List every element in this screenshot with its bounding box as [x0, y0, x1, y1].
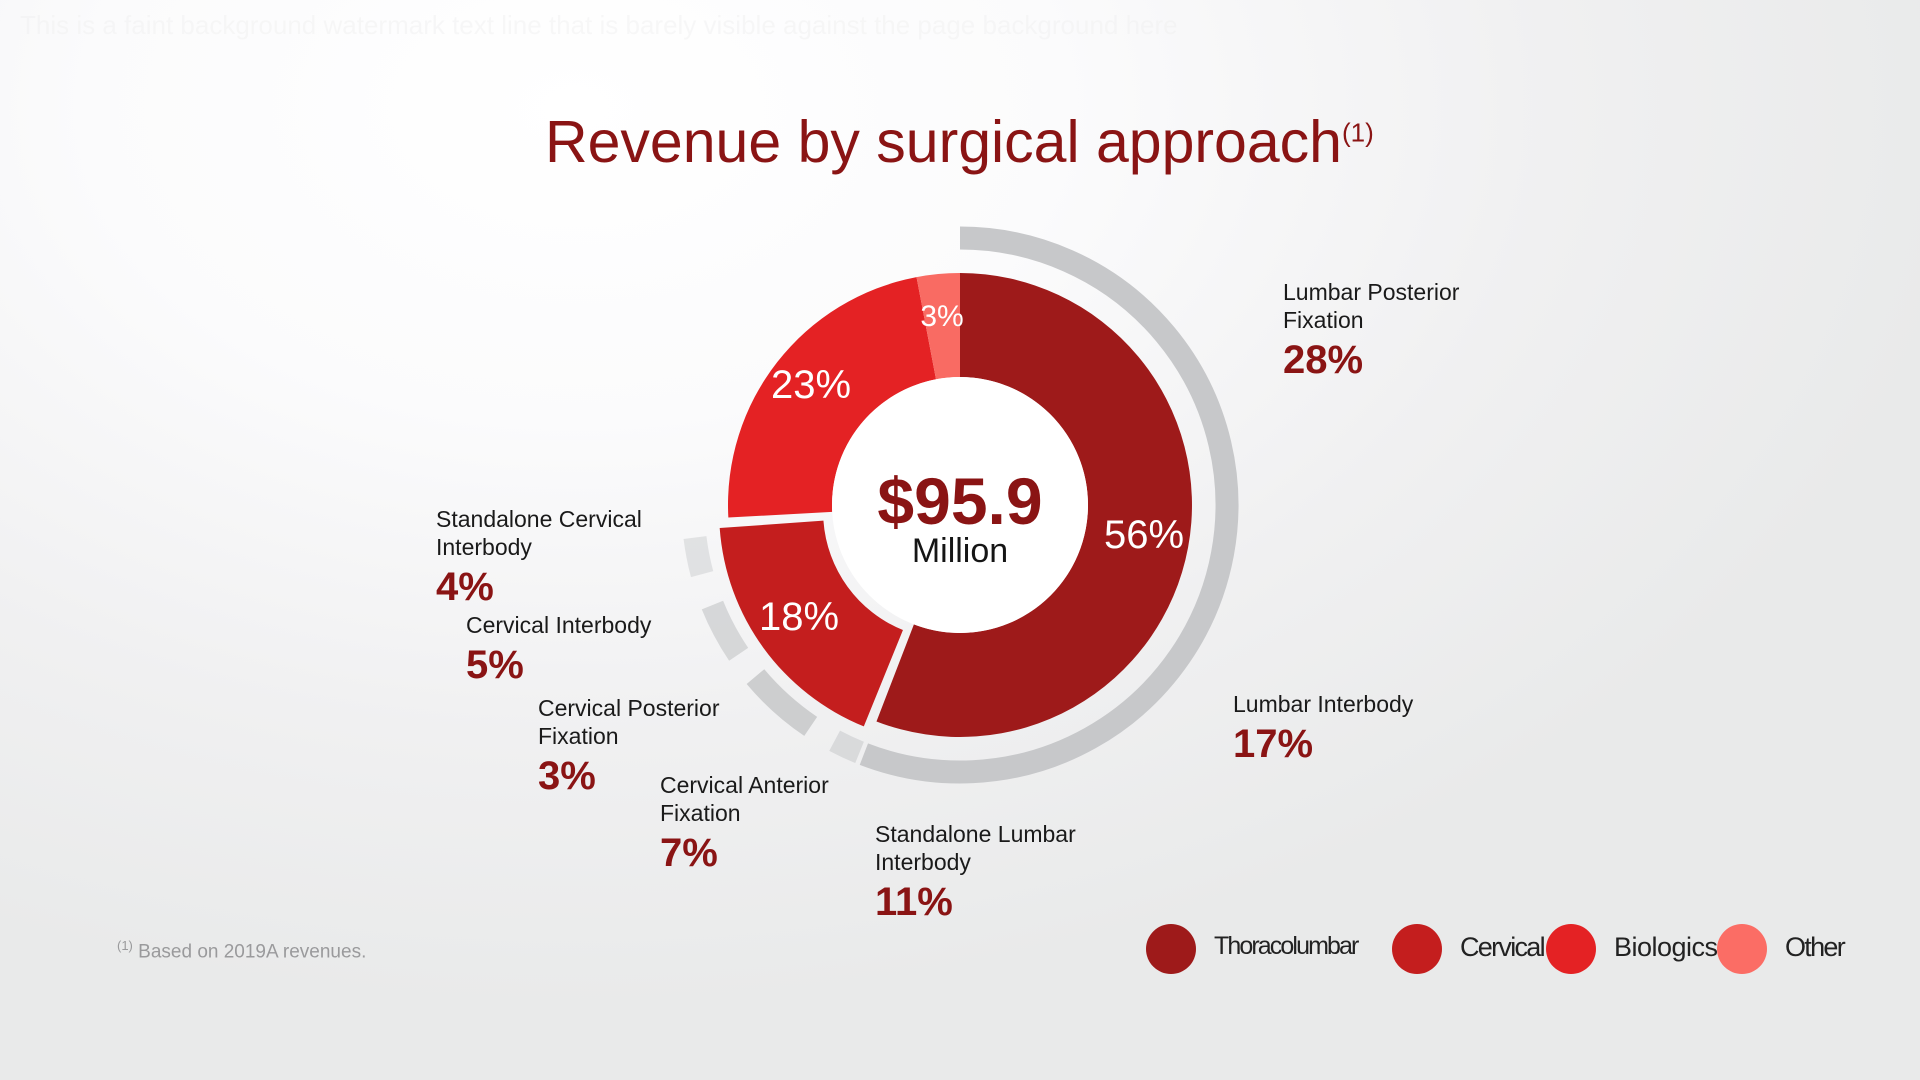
- svg-text:56%: 56%: [1104, 513, 1184, 557]
- svg-text:18%: 18%: [759, 595, 839, 639]
- svg-text:$95.9: $95.9: [877, 464, 1042, 538]
- svg-text:23%: 23%: [771, 363, 851, 407]
- svg-text:Million: Million: [912, 532, 1008, 570]
- svg-text:3%: 3%: [920, 300, 963, 333]
